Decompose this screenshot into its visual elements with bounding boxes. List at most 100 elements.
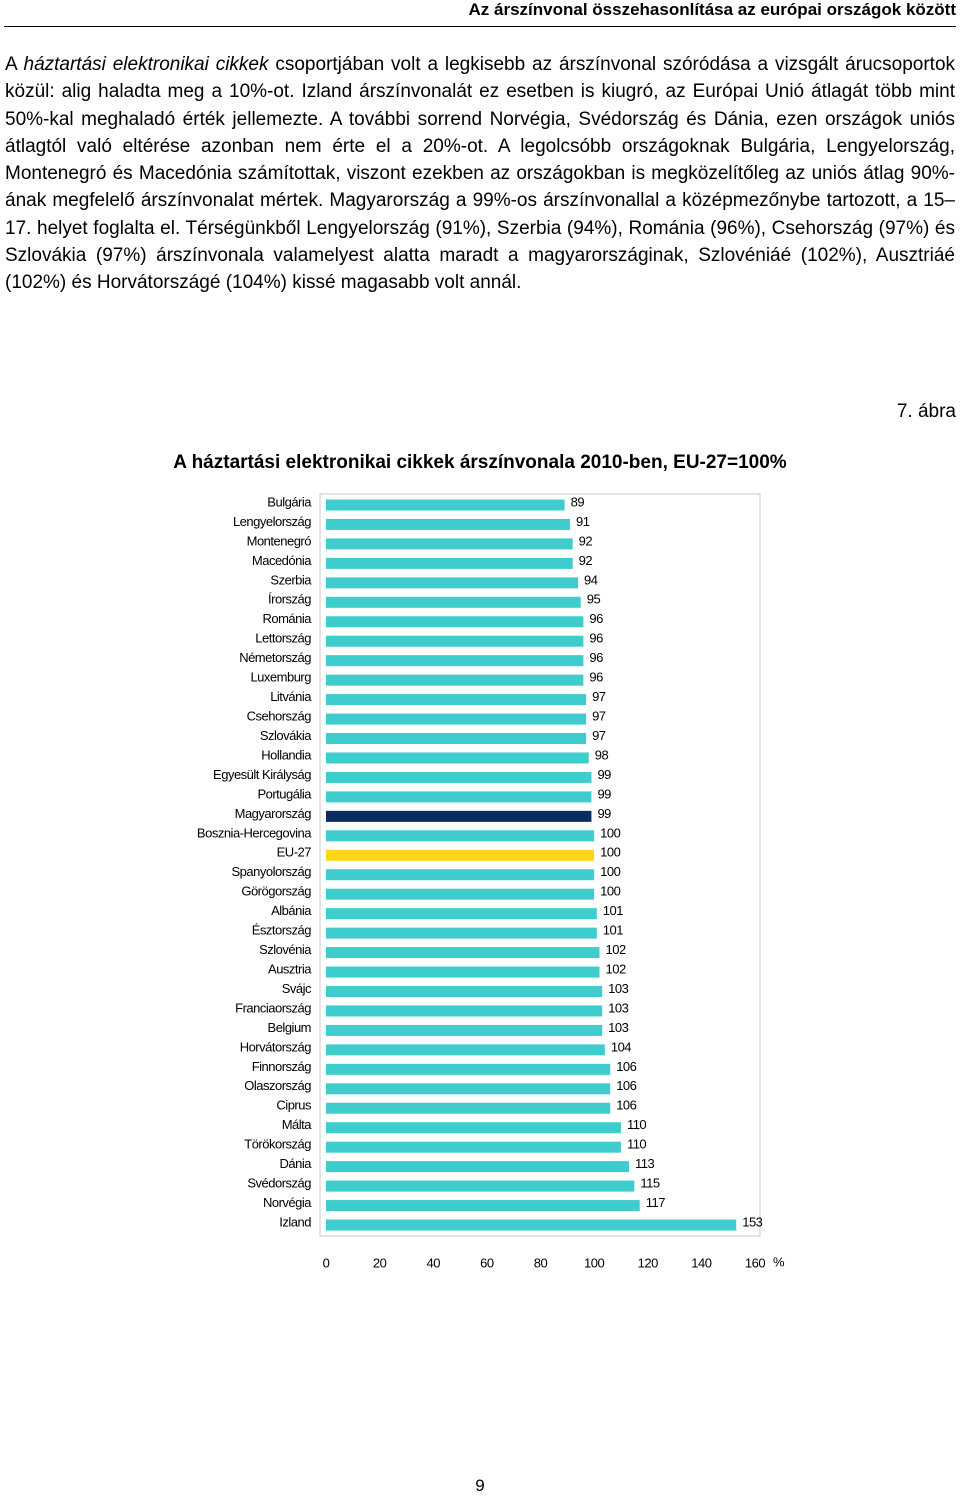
category-label: Egyesült Királyság [213, 767, 311, 782]
bar [326, 596, 581, 608]
x-tick-label: 120 [638, 1255, 658, 1270]
value-label: 101 [603, 923, 623, 938]
category-label: Észtország [252, 923, 312, 938]
category-label: Izland [279, 1214, 311, 1229]
value-label: 102 [605, 942, 625, 957]
category-label: Szlovákia [260, 728, 312, 743]
category-label: Lettország [255, 631, 311, 646]
x-tick-label: 80 [534, 1255, 548, 1270]
category-label: Norvégia [263, 1195, 312, 1210]
value-label: 94 [584, 572, 598, 587]
bar [326, 771, 592, 783]
bar [326, 1044, 605, 1056]
header-title: Az árszínvonal összehasonlítása az európ… [468, 0, 956, 19]
value-label: 98 [595, 747, 609, 762]
bar [326, 1005, 603, 1017]
x-tick-label: 60 [480, 1255, 494, 1270]
value-label: 96 [589, 650, 603, 665]
plot-border [319, 493, 761, 1237]
category-label: Ciprus [276, 1098, 312, 1113]
category-label: Belgium [268, 1020, 311, 1035]
text-italic: háztartási elektronikai cikkek [23, 54, 269, 75]
bar [326, 713, 587, 725]
value-label: 92 [579, 553, 593, 568]
value-label: 92 [579, 533, 593, 548]
bar [326, 733, 587, 745]
bar [326, 1219, 737, 1231]
value-label: 97 [592, 708, 606, 723]
bar [326, 518, 570, 530]
bar [326, 1102, 611, 1114]
value-label: 104 [611, 1039, 631, 1054]
value-label: 153 [742, 1214, 762, 1229]
category-label: Franciaország [235, 1000, 311, 1015]
category-label: Írország [268, 592, 311, 607]
x-tick-label: 140 [691, 1255, 711, 1270]
value-label: 99 [597, 806, 611, 821]
bar [326, 927, 597, 939]
value-label: 106 [616, 1098, 636, 1113]
bar [326, 577, 579, 589]
value-label: 99 [597, 786, 611, 801]
bar [326, 947, 600, 959]
header-rule [4, 26, 956, 27]
value-label: 113 [635, 1156, 654, 1171]
category-label: Németország [239, 650, 311, 665]
category-label: Lengyelország [233, 514, 311, 529]
category-label: Csehország [247, 708, 312, 723]
bar [326, 1200, 640, 1212]
bar [326, 908, 597, 920]
value-label: 103 [608, 981, 628, 996]
category-label: Luxemburg [250, 670, 311, 685]
bar [326, 791, 592, 803]
text: A [5, 54, 24, 75]
bar [326, 1141, 621, 1153]
category-label: Bulgária [267, 494, 312, 509]
value-label: 96 [589, 631, 603, 646]
x-tick-label: 40 [427, 1255, 441, 1270]
value-label: 89 [571, 494, 585, 509]
bar [326, 869, 595, 881]
category-label: Montenegró [247, 533, 312, 548]
bar [326, 1122, 621, 1134]
value-label: 110 [627, 1137, 646, 1152]
x-tick-label: 100 [584, 1255, 604, 1270]
category-label: Finnország [252, 1059, 312, 1074]
category-label: Bosznia-Hercegovina [197, 825, 312, 840]
value-label: 101 [603, 903, 623, 918]
bar [326, 538, 573, 550]
x-tick-label: 160 [745, 1255, 765, 1270]
bar [326, 1180, 635, 1192]
value-label: 96 [589, 670, 603, 685]
bar [326, 849, 595, 861]
bar [326, 966, 600, 978]
category-label: Görögország [241, 884, 311, 899]
figure-label: 7. ábra [896, 401, 956, 422]
value-label: 97 [592, 728, 606, 743]
value-label: 102 [605, 961, 625, 976]
category-label: Horvátország [240, 1039, 312, 1054]
value-label: 103 [608, 1020, 628, 1035]
value-label: 97 [592, 689, 606, 704]
bar [326, 1024, 603, 1036]
bar [326, 557, 573, 569]
bar [326, 655, 584, 667]
value-label: 115 [640, 1176, 659, 1191]
category-label: Spanyolország [232, 864, 312, 879]
bar [326, 1063, 611, 1075]
category-label: Szlovénia [259, 942, 312, 957]
paragraph: A háztartási elektronikai cikkek csoport… [5, 51, 955, 297]
bar [326, 1161, 629, 1173]
category-label: EU-27 [277, 845, 312, 860]
value-label: 117 [646, 1195, 665, 1210]
category-label: Magyarország [235, 806, 312, 821]
category-label: Litvánia [270, 689, 312, 704]
value-label: 106 [616, 1059, 636, 1074]
value-label: 100 [600, 845, 620, 860]
category-label: Románia [262, 611, 312, 626]
bar [326, 752, 589, 764]
x-tick-label: 0 [323, 1255, 330, 1270]
value-label: 100 [600, 825, 620, 840]
value-label: 96 [589, 611, 603, 626]
